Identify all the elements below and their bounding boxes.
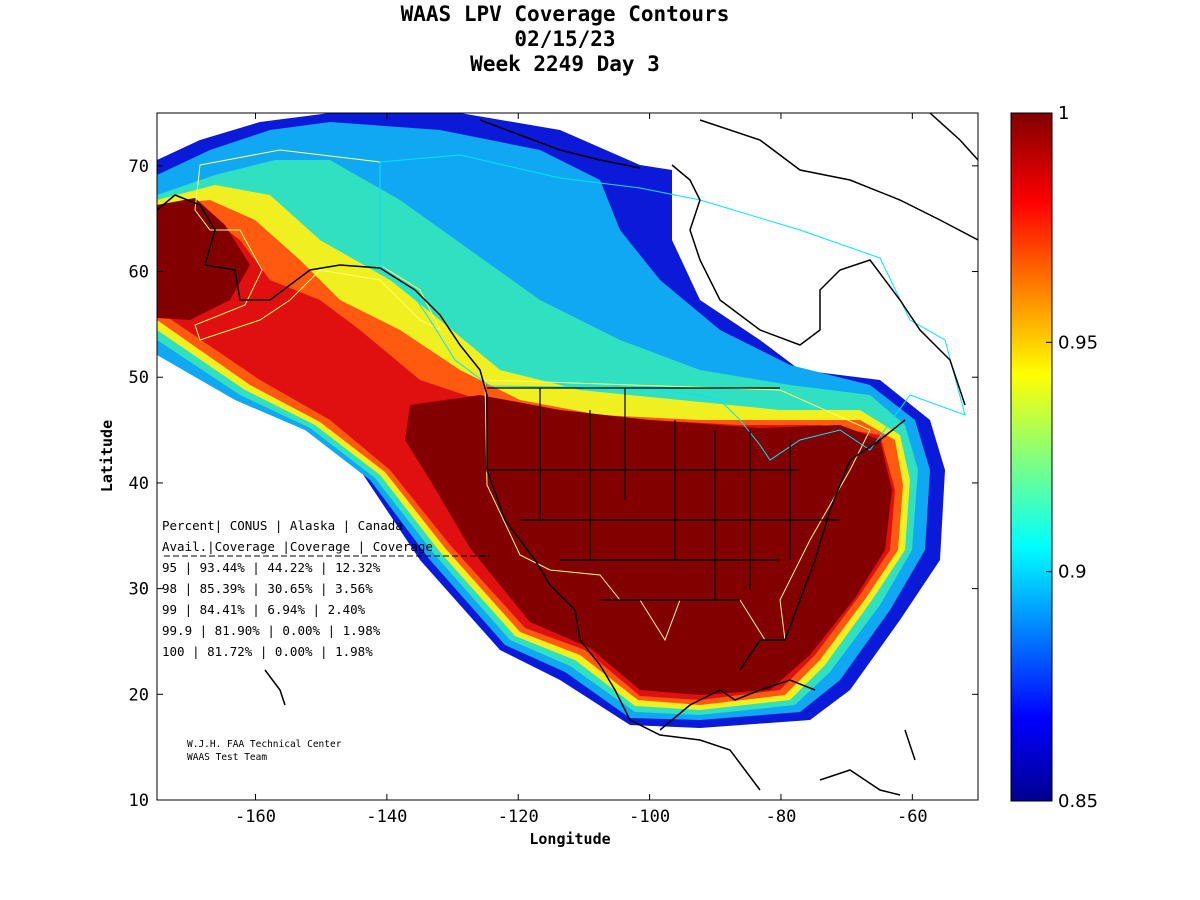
colorbar-ticks: 1 0.95 0.9 0.85: [1046, 103, 1098, 812]
plot-frame: [156, 112, 979, 801]
credit-line-1: W.J.H. FAA Technical Center: [187, 739, 342, 750]
y-tick-label: 30: [129, 580, 149, 600]
table-row: 98 | 85.39% | 30.65% | 3.56%: [162, 581, 373, 596]
table-row: 100 | 81.72% | 0.00% | 1.98%: [162, 644, 373, 659]
colorbar-tick-label: 0.9: [1058, 562, 1087, 583]
x-axis-label: Longitude: [529, 830, 610, 848]
x-tick-label: -60: [897, 807, 928, 827]
coverage-contours: [157, 113, 978, 800]
y-tick-label: 10: [129, 791, 149, 811]
chart-week: Week 2249 Day 3: [470, 52, 660, 76]
table-header-2: Avail.|Coverage |Coverage | Coverage: [162, 539, 433, 554]
y-tick-label: 50: [129, 368, 149, 388]
table-row: 99 | 84.41% | 6.94% | 2.40%: [162, 602, 366, 617]
coverage-band-100: [157, 198, 892, 695]
coverage-table: Percent| CONUS | Alaska | Canada Avail.|…: [162, 518, 490, 659]
colorbar: [1010, 112, 1053, 802]
x-tick-label: -100: [629, 807, 670, 827]
colorbar-tick-label: 0.95: [1058, 332, 1098, 353]
coastlines: [157, 113, 978, 796]
colorbar-tick-label: 1: [1058, 103, 1069, 124]
y-tick-label: 40: [129, 474, 149, 494]
colorbar-tick-label: 0.85: [1058, 791, 1098, 812]
state-borders: [487, 387, 840, 601]
y-tick-label: 70: [129, 157, 149, 177]
y-tick-label: 60: [129, 263, 149, 283]
y-axis-ticks: 70 60 50 40 30 20 10: [129, 157, 978, 811]
table-header-1: Percent| CONUS | Alaska | Canada: [162, 518, 403, 533]
y-axis-label: Latitude: [98, 420, 116, 492]
credit-line-2: WAAS Test Team: [187, 752, 267, 763]
x-tick-label: -80: [766, 807, 797, 827]
x-axis-ticks: -160 -140 -120 -100 -80 -60: [235, 113, 928, 827]
y-tick-label: 20: [129, 685, 149, 705]
canada-outline: [379, 154, 966, 461]
x-tick-label: -160: [235, 807, 276, 827]
chart-date: 02/15/23: [514, 27, 616, 51]
x-tick-label: -140: [366, 807, 407, 827]
x-tick-label: -120: [498, 807, 539, 827]
table-row: 99.9 | 81.90% | 0.00% | 1.98%: [162, 623, 381, 638]
chart-title: WAAS LPV Coverage Contours: [400, 2, 730, 26]
table-row: 95 | 93.44% | 44.22% | 12.32%: [162, 560, 381, 575]
